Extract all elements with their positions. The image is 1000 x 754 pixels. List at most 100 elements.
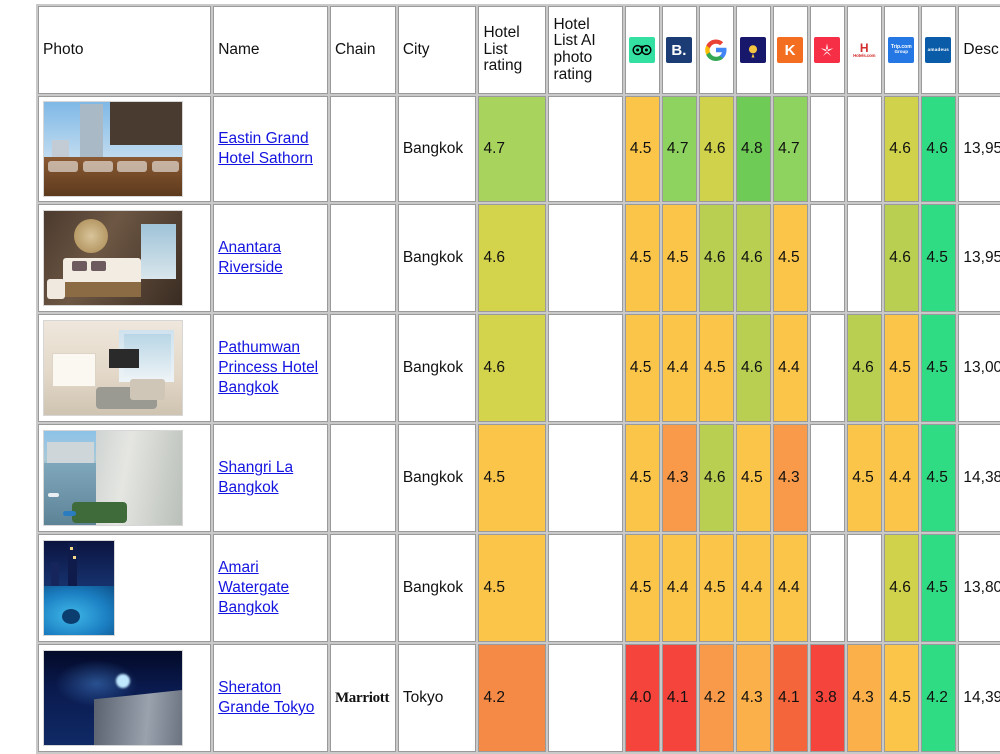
col-header-desc[interactable]: Desc <box>958 6 1000 94</box>
spreadsheet-grid[interactable]: Photo Name Chain City Hotel List rating … <box>36 4 1000 754</box>
cell-chain[interactable] <box>329 424 396 532</box>
col-header-tripadvisor[interactable] <box>624 6 660 94</box>
cell-rating-amadeus[interactable]: 4.5 <box>921 534 957 642</box>
cell-photo[interactable] <box>38 424 212 532</box>
cell-rating-trip-com[interactable]: 4.6 <box>884 534 920 642</box>
cell-rating-kayak[interactable]: 4.3 <box>773 424 809 532</box>
cell-rating-yelp[interactable] <box>810 424 846 532</box>
cell-desc[interactable]: 13,957 <box>958 96 1000 202</box>
cell-photo[interactable] <box>38 96 212 202</box>
cell-rating-kayak[interactable]: 4.5 <box>773 204 809 312</box>
cell-rating-tripadvisor[interactable]: 4.5 <box>624 314 660 422</box>
cell-desc[interactable]: 14,397 <box>958 644 1000 752</box>
cell-rating-tripadvisor[interactable]: 4.5 <box>624 96 660 202</box>
hotel-name-link[interactable]: Pathumwan Princess Hotel Bangkok <box>218 339 319 396</box>
hotel-name-link[interactable]: Sheraton Grande Tokyo <box>218 679 315 716</box>
col-header-trip-com[interactable]: Trip.com Group <box>884 6 920 94</box>
cell-rating-google[interactable]: 4.6 <box>698 424 735 532</box>
cell-desc[interactable]: 14,381 <box>958 424 1000 532</box>
col-header-yelp[interactable] <box>810 6 846 94</box>
cell-rating-yelp[interactable] <box>810 204 846 312</box>
col-header-photo[interactable]: Photo <box>38 6 212 94</box>
cell-rating-expedia[interactable]: 4.8 <box>736 96 772 202</box>
table-row[interactable]: Shangri La Bangkok Bangkok 4.5 4.5 4.3 4.6 4.5… <box>38 424 1000 532</box>
cell-ai-photo-rating[interactable] <box>548 96 623 202</box>
table-row[interactable]: Eastin Grand Hotel Sathorn Bangkok 4.7 4.5 4… <box>38 96 1000 202</box>
col-header-chain[interactable]: Chain <box>329 6 396 94</box>
cell-rating-hotels-com[interactable]: 4.3 <box>847 644 883 752</box>
cell-rating-google[interactable]: 4.5 <box>698 534 735 642</box>
cell-rating-expedia[interactable]: 4.6 <box>736 204 772 312</box>
hotel-name-link[interactable]: Eastin Grand Hotel Sathorn <box>218 130 313 167</box>
cell-chain[interactable] <box>329 534 396 642</box>
table-row[interactable]: Pathumwan Princess Hotel Bangkok Bangkok 4… <box>38 314 1000 422</box>
cell-rating-booking[interactable]: 4.5 <box>661 204 697 312</box>
cell-rating-booking[interactable]: 4.4 <box>661 314 697 422</box>
cell-rating-hotels-com[interactable] <box>847 96 883 202</box>
cell-rating-amadeus[interactable]: 4.5 <box>921 314 957 422</box>
cell-rating-google[interactable]: 4.6 <box>698 96 735 202</box>
cell-rating-yelp[interactable] <box>810 314 846 422</box>
cell-rating-trip-com[interactable]: 4.5 <box>884 314 920 422</box>
cell-hotel-list-rating[interactable]: 4.5 <box>478 534 547 642</box>
cell-photo[interactable] <box>38 644 212 752</box>
cell-rating-booking[interactable]: 4.3 <box>661 424 697 532</box>
cell-city[interactable]: Bangkok <box>397 424 477 532</box>
cell-rating-kayak[interactable]: 4.4 <box>773 534 809 642</box>
cell-rating-expedia[interactable]: 4.3 <box>736 644 772 752</box>
cell-ai-photo-rating[interactable] <box>548 204 623 312</box>
cell-rating-hotels-com[interactable] <box>847 534 883 642</box>
cell-city[interactable]: Bangkok <box>397 314 477 422</box>
cell-rating-expedia[interactable]: 4.4 <box>736 534 772 642</box>
cell-rating-booking[interactable]: 4.1 <box>661 644 697 752</box>
cell-rating-amadeus[interactable]: 4.2 <box>921 644 957 752</box>
cell-ai-photo-rating[interactable] <box>548 424 623 532</box>
cell-rating-google[interactable]: 4.2 <box>698 644 735 752</box>
cell-name[interactable]: Sheraton Grande Tokyo <box>213 644 328 752</box>
cell-name[interactable]: Amari Watergate Bangkok <box>213 534 328 642</box>
cell-ai-photo-rating[interactable] <box>548 314 623 422</box>
cell-rating-tripadvisor[interactable]: 4.5 <box>624 424 660 532</box>
cell-city[interactable]: Bangkok <box>397 96 477 202</box>
cell-city[interactable]: Bangkok <box>397 204 477 312</box>
cell-desc[interactable]: 13,006 <box>958 314 1000 422</box>
col-header-hotel-list-rating[interactable]: Hotel List rating <box>478 6 547 94</box>
cell-rating-booking[interactable]: 4.4 <box>661 534 697 642</box>
cell-rating-amadeus[interactable]: 4.6 <box>921 96 957 202</box>
cell-chain[interactable] <box>329 314 396 422</box>
col-header-name[interactable]: Name <box>213 6 328 94</box>
cell-hotel-list-rating[interactable]: 4.6 <box>478 204 547 312</box>
cell-rating-tripadvisor[interactable]: 4.0 <box>624 644 660 752</box>
hotel-name-link[interactable]: Amari Watergate Bangkok <box>218 559 290 616</box>
cell-rating-hotels-com[interactable]: 4.6 <box>847 314 883 422</box>
cell-rating-yelp[interactable] <box>810 534 846 642</box>
cell-rating-kayak[interactable]: 4.1 <box>773 644 809 752</box>
cell-rating-hotels-com[interactable] <box>847 204 883 312</box>
cell-rating-expedia[interactable]: 4.6 <box>736 314 772 422</box>
cell-rating-tripadvisor[interactable]: 4.5 <box>624 534 660 642</box>
cell-rating-amadeus[interactable]: 4.5 <box>921 424 957 532</box>
cell-photo[interactable] <box>38 204 212 312</box>
hotel-name-link[interactable]: Anantara Riverside <box>218 239 283 276</box>
col-header-expedia[interactable] <box>736 6 772 94</box>
cell-rating-google[interactable]: 4.6 <box>698 204 735 312</box>
cell-name[interactable]: Anantara Riverside <box>213 204 328 312</box>
cell-chain[interactable] <box>329 96 396 202</box>
hotel-name-link[interactable]: Shangri La Bangkok <box>218 459 294 496</box>
cell-name[interactable]: Shangri La Bangkok <box>213 424 328 532</box>
cell-hotel-list-rating[interactable]: 4.7 <box>478 96 547 202</box>
col-header-hotels-com[interactable]: H Hotels.com <box>847 6 883 94</box>
cell-photo[interactable] <box>38 534 212 642</box>
cell-name[interactable]: Eastin Grand Hotel Sathorn <box>213 96 328 202</box>
cell-rating-trip-com[interactable]: 4.6 <box>884 204 920 312</box>
table-row[interactable]: Sheraton Grande Tokyo Marriott Tokyo 4.2 4.0… <box>38 644 1000 752</box>
cell-rating-trip-com[interactable]: 4.6 <box>884 96 920 202</box>
col-header-hotel-list-ai-photo-rating[interactable]: Hotel List AI photo rating <box>548 6 623 94</box>
cell-photo[interactable] <box>38 314 212 422</box>
cell-chain[interactable]: Marriott <box>329 644 396 752</box>
cell-hotel-list-rating[interactable]: 4.6 <box>478 314 547 422</box>
col-header-google[interactable] <box>698 6 735 94</box>
cell-rating-tripadvisor[interactable]: 4.5 <box>624 204 660 312</box>
cell-desc[interactable]: 13,807 <box>958 534 1000 642</box>
cell-chain[interactable] <box>329 204 396 312</box>
